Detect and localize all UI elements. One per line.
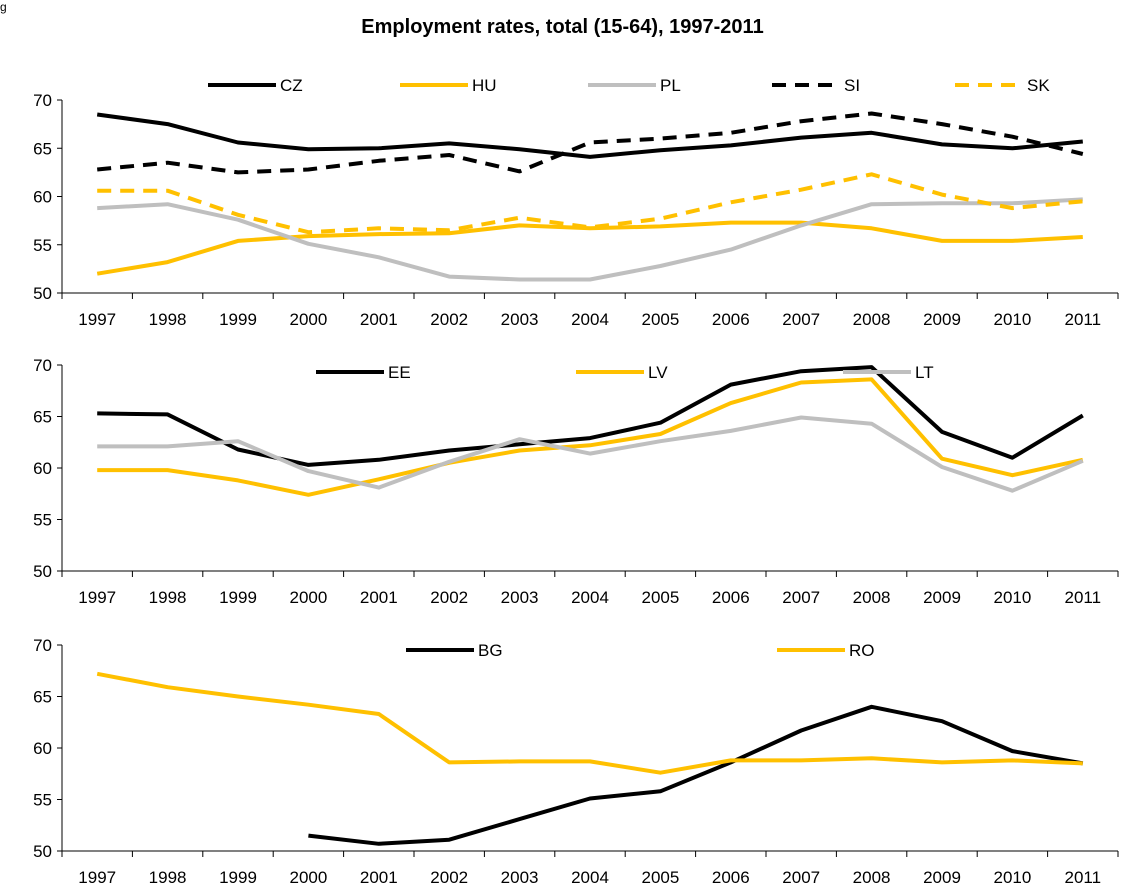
x-tick-label: 1999 (219, 310, 257, 329)
x-tick-label: 2007 (782, 588, 820, 607)
x-tick-label: 1998 (149, 588, 187, 607)
legend-label-lv: LV (648, 363, 668, 382)
y-tick-label: 50 (33, 842, 52, 861)
x-tick-label: 2011 (1065, 588, 1102, 607)
x-tick-label: 2011 (1065, 310, 1102, 329)
x-tick-label: 2002 (430, 868, 468, 885)
y-tick-label: 70 (33, 356, 52, 375)
x-tick-label: 2004 (571, 868, 609, 885)
series-line-pl (97, 197, 1083, 282)
chart-panel-3: 50 55 60 65 70 1997 1998 1999 2000 2001 2002 2003 20… (33, 636, 1119, 885)
series-line-cz (96, 112, 1083, 159)
x-tick-label: 2009 (923, 588, 961, 607)
legend-label-cz: CZ (280, 76, 303, 95)
series-line-lv (97, 377, 1084, 497)
legend-label-si: SI (844, 76, 860, 95)
y-tick-label: 65 (33, 408, 52, 427)
x-tick-label: 2000 (289, 588, 327, 607)
chart-panel-1: 50 55 60 65 70 1997 1998 1999 2000 2001 2002 2003 20… (33, 76, 1119, 329)
y-tick-label: 60 (33, 459, 52, 478)
x-tick-label: 1998 (149, 868, 187, 885)
x-tick-label: 2001 (360, 588, 398, 607)
y-tick-label: 55 (33, 511, 52, 530)
x-tick-label: 2010 (993, 868, 1031, 885)
series-line-ee (97, 365, 1084, 467)
legend-label-ee: EE (388, 363, 411, 382)
x-tick-label: 2006 (712, 868, 750, 885)
x-tick-label: 1997 (78, 868, 116, 885)
x-tick-label: 2011 (1065, 868, 1102, 885)
x-tick-label: 2005 (641, 310, 679, 329)
x-tick-label: 2007 (782, 310, 820, 329)
y-tick-label: 65 (33, 139, 52, 158)
x-tick-label: 2005 (641, 588, 679, 607)
legend-label-sk: SK (1027, 76, 1050, 95)
x-tick-label: 2003 (501, 310, 539, 329)
x-tick-label: 2000 (289, 868, 327, 885)
x-tick-label: 1999 (219, 868, 257, 885)
x-tick-label: 2008 (853, 588, 891, 607)
x-tick-label: 2006 (712, 588, 750, 607)
chart-title: Employment rates, total (15-64), 1997-20… (361, 16, 764, 38)
y-tick-label: 60 (33, 188, 52, 207)
x-tick-label: 2006 (712, 310, 750, 329)
x-tick-label: 1999 (219, 588, 257, 607)
x-tick-label: 2009 (923, 868, 961, 885)
x-tick-label: 2004 (571, 310, 609, 329)
legend-label-bg: BG (478, 641, 503, 660)
x-tick-label: 1997 (78, 588, 116, 607)
x-tick-label: 2000 (289, 310, 327, 329)
x-tick-label: 2002 (430, 588, 468, 607)
y-tick-label: 70 (33, 91, 52, 110)
series-line-hu (96, 220, 1083, 276)
x-tick-label: 2003 (501, 588, 539, 607)
y-tick-label: 70 (33, 636, 52, 655)
x-tick-label: 1997 (78, 310, 116, 329)
series-line-ro (96, 671, 1083, 775)
x-tick-label: 2008 (853, 310, 891, 329)
x-tick-label: 1998 (149, 310, 187, 329)
series-line-bg (308, 704, 1084, 846)
x-tick-label: 2007 (782, 868, 820, 885)
x-tick-label: 2009 (923, 310, 961, 329)
y-tick-label: 60 (33, 739, 52, 758)
series-line-si (97, 111, 1084, 175)
legend-label-pl: PL (660, 76, 681, 95)
legend-label-lt: LT (915, 363, 934, 382)
y-tick-label: 65 (33, 688, 52, 707)
y-tick-label: 50 (33, 562, 52, 581)
x-tick-label: 2010 (993, 588, 1031, 607)
corner-mark: g (0, 0, 7, 14)
x-tick-label: 2001 (360, 310, 398, 329)
legend-label-ro: RO (849, 641, 875, 660)
x-tick-label: 2005 (641, 868, 679, 885)
x-tick-label: 2003 (501, 868, 539, 885)
legend-label-hu: HU (472, 76, 497, 95)
y-tick-label: 55 (33, 236, 52, 255)
series-line-sk (97, 172, 1083, 235)
chart-panel-2: 50 55 60 65 70 1997 1998 1999 2000 2001 2002 2003 20… (33, 356, 1119, 607)
x-tick-label: 2010 (993, 310, 1031, 329)
y-tick-label: 50 (33, 284, 52, 303)
x-tick-label: 2001 (360, 868, 398, 885)
y-tick-label: 55 (33, 791, 52, 810)
series-line-lt (97, 415, 1084, 493)
x-tick-label: 2002 (430, 310, 468, 329)
x-tick-label: 2008 (853, 868, 891, 885)
x-tick-label: 2004 (571, 588, 609, 607)
